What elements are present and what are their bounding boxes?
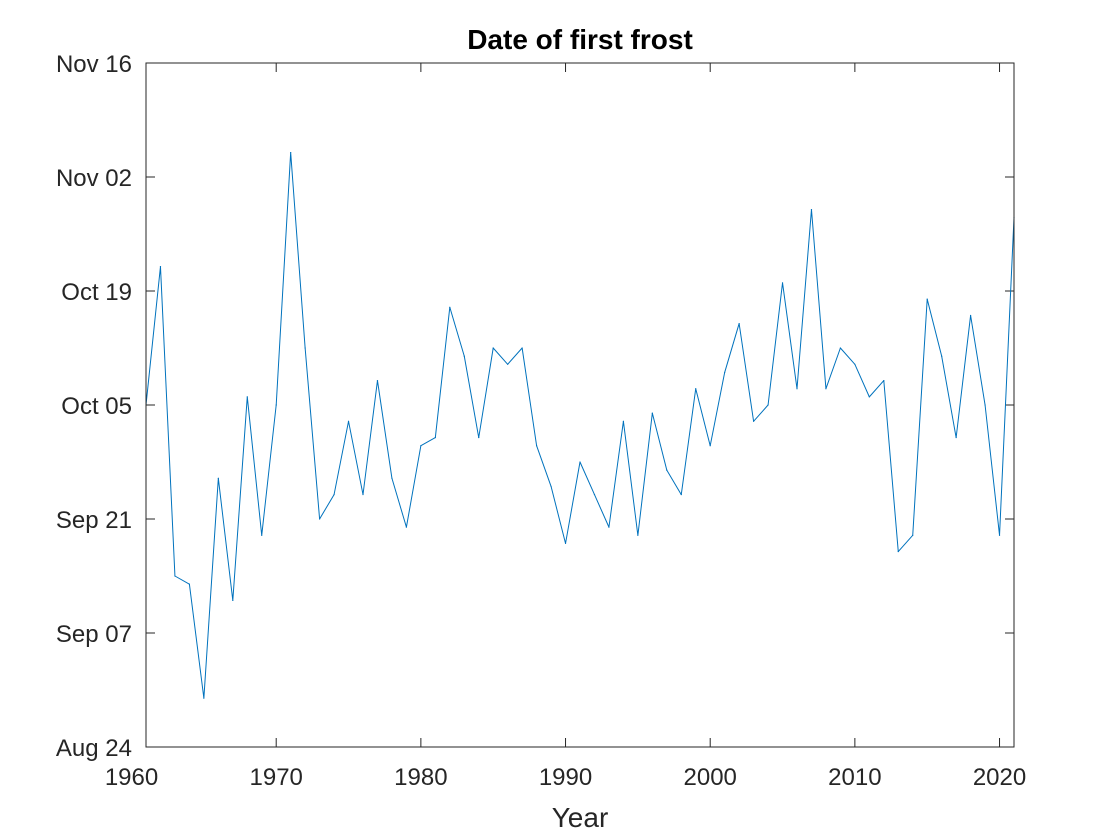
plot-area <box>146 63 1014 747</box>
y-tick-label: Oct 19 <box>61 279 132 306</box>
x-tick-label: 1960 <box>105 764 158 791</box>
data-point <box>217 477 219 479</box>
data-point <box>767 404 769 406</box>
data-point <box>521 347 523 349</box>
data-point <box>912 534 914 536</box>
data-point <box>232 599 234 602</box>
data-point <box>926 298 928 300</box>
y-tick-label: Aug 24 <box>56 735 132 762</box>
data-point <box>492 347 494 349</box>
data-point <box>738 322 740 325</box>
data-point <box>304 347 306 349</box>
y-tick-label: Sep 21 <box>56 507 132 534</box>
data-point <box>174 575 176 577</box>
data-point <box>839 347 842 349</box>
y-tick-label: Nov 02 <box>56 165 132 192</box>
data-point <box>941 355 943 357</box>
data-point <box>478 436 480 439</box>
data-point <box>564 542 567 545</box>
data-point <box>608 526 610 528</box>
data-point <box>753 420 755 422</box>
data-point <box>651 412 653 414</box>
data-point <box>420 445 422 447</box>
y-tick-label: Nov 16 <box>56 51 132 78</box>
data-point <box>868 396 870 398</box>
x-axis-label: Year <box>552 802 609 833</box>
data-point <box>434 436 436 439</box>
axes-box <box>145 62 1015 748</box>
data-point <box>622 420 625 422</box>
data-point <box>405 526 407 528</box>
data-point <box>507 363 509 365</box>
data-point <box>796 388 798 390</box>
data-point <box>680 493 682 496</box>
data-point <box>391 477 393 479</box>
data-point <box>463 355 465 357</box>
data-point <box>695 388 697 390</box>
data-point <box>536 445 538 447</box>
data-point <box>810 208 813 211</box>
data-point <box>637 534 639 536</box>
chart-title: Date of first frost <box>467 24 693 55</box>
data-point <box>159 265 162 268</box>
data-point <box>781 282 784 284</box>
data-point <box>883 379 885 382</box>
data-point <box>825 388 827 390</box>
x-tick-label: 2000 <box>684 764 737 791</box>
data-point <box>319 518 321 520</box>
data-point <box>666 469 668 471</box>
series-layer <box>145 151 1015 699</box>
data-point <box>984 404 986 406</box>
data-point <box>998 534 1001 536</box>
data-point <box>579 461 581 463</box>
data-point <box>203 697 205 699</box>
y-tick-label: Oct 05 <box>61 393 132 420</box>
data-point <box>362 493 364 496</box>
x-tick-label: 2020 <box>973 764 1026 791</box>
data-point <box>897 550 899 553</box>
data-point <box>290 151 292 154</box>
data-point <box>261 534 263 536</box>
data-point <box>347 420 350 422</box>
x-axis-ticks: 1960 1970 1980 1990 2000 2010 2020 <box>105 63 1026 791</box>
data-point <box>854 363 856 365</box>
y-tick-label: Sep 07 <box>56 621 132 648</box>
data-point <box>709 445 711 447</box>
data-point <box>970 314 972 317</box>
x-tick-label: 1980 <box>394 764 447 791</box>
y-axis-ticks: Aug 24 Sep 07 Sep 21 Oct 05 Oct 19 Nov 02 Nov … <box>56 51 1014 762</box>
data-point <box>333 493 335 496</box>
data-point <box>593 493 596 496</box>
data-point <box>376 379 379 382</box>
x-tick-label: 2010 <box>828 764 881 791</box>
data-point <box>275 404 277 406</box>
data-point <box>246 396 248 398</box>
x-tick-label: 1990 <box>539 764 592 791</box>
x-tick-label: 1970 <box>250 764 303 791</box>
data-point <box>188 583 190 585</box>
data-point <box>955 436 957 439</box>
data-point <box>724 371 726 374</box>
data-point <box>449 306 451 308</box>
data-point <box>550 485 552 488</box>
